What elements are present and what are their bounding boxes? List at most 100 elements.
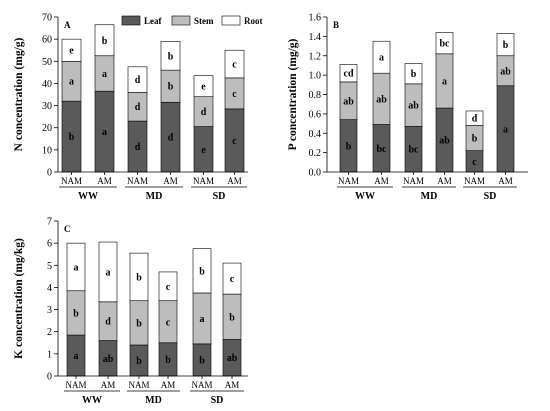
y-tick-label: 1.4 <box>309 32 322 43</box>
y-tick-label: 6 <box>47 239 52 250</box>
bar-segment <box>404 63 423 85</box>
x-tick-label: AM <box>498 176 513 186</box>
x-tick-label: NAM <box>464 176 485 186</box>
bar-segment <box>435 32 454 55</box>
significance-letter: b <box>136 356 142 367</box>
bar-segment <box>192 248 212 294</box>
significance-letter: a <box>503 124 508 135</box>
significance-letter: e <box>69 46 74 57</box>
significance-letter: b <box>199 355 205 366</box>
y-tick-label: 10 <box>42 145 52 156</box>
bar-segment <box>127 66 148 93</box>
significance-letter: a <box>74 262 79 273</box>
y-tick-label: 40 <box>42 79 52 90</box>
significance-letter: b <box>168 82 174 93</box>
x-tick-label: AM <box>225 380 240 390</box>
significance-letter: c <box>230 274 235 285</box>
significance-letter: cd <box>344 69 354 80</box>
y-axis-label: N concentration (mg/g) <box>13 37 25 151</box>
bar-segment <box>465 110 484 126</box>
significance-letter: d <box>135 75 141 86</box>
significance-letter: ab <box>500 66 511 77</box>
significance-letter: c <box>166 317 171 328</box>
significance-letter: e <box>201 82 206 93</box>
panel-letter: C <box>64 224 71 234</box>
significance-letter: c <box>232 136 237 147</box>
significance-letter: a <box>200 314 205 325</box>
panel-b: babcdbcababcabbababccbdaabb0.00.20.40.60… <box>287 13 528 202</box>
significance-letter: b <box>411 69 417 80</box>
group-label: SD <box>484 191 497 202</box>
legend-swatch-stem <box>171 15 191 26</box>
significance-letter: bc <box>409 145 420 156</box>
significance-letter: ab <box>408 101 419 112</box>
significance-letter: b <box>346 141 352 152</box>
y-tick-label: 70 <box>42 13 52 24</box>
significance-letter: b <box>136 318 142 329</box>
group-label: MD <box>146 191 163 202</box>
group-label: MD <box>421 191 438 202</box>
bar-segment <box>339 64 358 83</box>
significance-letter: c <box>166 282 171 293</box>
group-label: SD <box>213 191 226 202</box>
group-label: SD <box>211 395 224 406</box>
significance-letter: ab <box>376 94 387 105</box>
significance-letter: a <box>442 76 447 87</box>
x-tick-label: NAM <box>403 176 424 186</box>
bar-segment <box>158 271 178 302</box>
x-tick-label: NAM <box>127 176 148 186</box>
significance-letter: c <box>472 157 477 168</box>
x-tick-label: AM <box>227 176 242 186</box>
y-tick-label: 30 <box>42 101 52 112</box>
x-tick-label: AM <box>97 176 112 186</box>
legend-label-leaf: Leaf <box>144 16 162 26</box>
significance-letter: b <box>199 266 205 277</box>
bar-segment <box>222 262 242 295</box>
significance-letter: ab <box>227 353 238 364</box>
y-axis-label: K concentration (mg/kg) <box>13 238 25 359</box>
significance-letter: b <box>168 51 174 62</box>
y-tick-label: 0.6 <box>309 109 322 120</box>
x-tick-label: NAM <box>61 176 82 186</box>
bar-segment <box>94 24 115 57</box>
significance-letter: a <box>102 127 107 138</box>
bar-segment <box>98 241 118 303</box>
significance-letter: b <box>503 40 509 51</box>
bar-segment <box>66 242 86 292</box>
bar-segment <box>129 252 149 302</box>
x-tick-label: AM <box>101 380 116 390</box>
significance-letter: b <box>102 36 108 47</box>
y-tick-label: 2 <box>47 327 52 338</box>
significance-letter: a <box>74 351 79 362</box>
x-tick-label: NAM <box>65 380 86 390</box>
significance-letter: d <box>135 102 141 113</box>
significance-letter: b <box>229 312 235 323</box>
significance-letter: d <box>105 317 111 328</box>
y-tick-label: 3 <box>47 305 52 316</box>
legend-swatch-root <box>221 15 241 26</box>
panel-letter: A <box>64 20 71 30</box>
legend-label-stem: Stem <box>194 16 214 26</box>
x-tick-label: NAM <box>128 380 149 390</box>
group-label: WW <box>82 395 102 406</box>
bar-segment <box>61 38 82 62</box>
group-label: MD <box>145 395 162 406</box>
y-tick-label: 60 <box>42 35 52 46</box>
x-tick-label: AM <box>161 380 176 390</box>
x-tick-label: NAM <box>191 380 212 390</box>
significance-letter: e <box>201 145 206 156</box>
legend-label-root: Root <box>244 16 263 26</box>
y-tick-label: 1.6 <box>309 13 322 24</box>
y-tick-label: 0 <box>47 372 52 383</box>
bar-segment <box>160 41 181 71</box>
significance-letter: b <box>136 272 142 283</box>
y-tick-label: 50 <box>42 57 52 68</box>
significance-letter: c <box>232 89 237 100</box>
significance-letter: bc <box>440 39 451 50</box>
y-tick-label: 1.0 <box>309 71 322 82</box>
y-tick-label: 4 <box>47 283 52 294</box>
x-tick-label: NAM <box>193 176 214 186</box>
bar-segment <box>372 40 391 74</box>
x-tick-label: AM <box>163 176 178 186</box>
